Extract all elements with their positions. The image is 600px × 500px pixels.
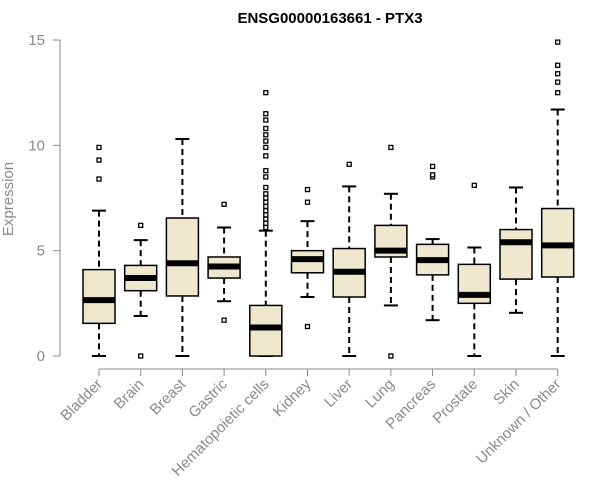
x-tick-label: Skin xyxy=(490,376,523,409)
outlier-point xyxy=(263,195,269,201)
x-tick-label: Brain xyxy=(111,376,148,413)
outlier-point xyxy=(263,174,269,180)
box-brain xyxy=(123,222,158,359)
outlier-point xyxy=(263,138,269,144)
box-hematopoietic-cells xyxy=(249,90,283,357)
outlier-point xyxy=(263,167,269,174)
boxes-group xyxy=(82,39,575,359)
y-tick-label: 0 xyxy=(37,348,45,365)
outlier-point xyxy=(555,62,561,68)
x-tick-label: Prostate xyxy=(430,376,482,428)
outlier-point xyxy=(263,132,269,138)
box-iqr xyxy=(249,304,283,357)
outlier-point xyxy=(263,224,269,231)
outlier-point xyxy=(388,144,394,151)
outlier-point xyxy=(429,172,436,178)
outlier-point xyxy=(263,117,269,123)
outlier-point xyxy=(263,203,269,210)
x-tick-label: Lung xyxy=(362,376,398,412)
outlier-point xyxy=(221,201,227,207)
outlier-point xyxy=(555,79,561,85)
outlier-point xyxy=(555,39,561,45)
box-liver xyxy=(332,161,366,357)
box-iqr xyxy=(499,228,533,280)
outlier-point xyxy=(263,216,269,222)
y-tick-label: 5 xyxy=(37,243,45,260)
box-kidney xyxy=(290,186,325,330)
outlier-point xyxy=(263,144,269,151)
chart-title: ENSG00000163661 - PTX3 xyxy=(237,10,422,27)
outlier-point xyxy=(138,353,144,359)
y-axis-label: Expression xyxy=(0,162,17,236)
outlier-point xyxy=(96,157,102,163)
outlier-point xyxy=(429,163,436,170)
outlier-point xyxy=(304,323,311,330)
x-tick-label: Bladder xyxy=(57,376,106,425)
outlier-point xyxy=(263,207,269,214)
outlier-point xyxy=(263,184,269,191)
outlier-point xyxy=(555,71,561,77)
outlier-point xyxy=(263,111,269,117)
outlier-point xyxy=(263,212,269,218)
outlier-point xyxy=(138,222,144,229)
box-prostate xyxy=(457,182,492,357)
outlier-point xyxy=(388,353,394,359)
outlier-point xyxy=(304,186,311,193)
x-tick-label: Liver xyxy=(321,376,356,411)
outlier-point xyxy=(263,153,269,159)
box-breast xyxy=(165,138,200,357)
y-axis: 0 5 10 15 xyxy=(28,32,61,365)
x-tick-label: Breast xyxy=(147,375,190,418)
box-bladder xyxy=(82,144,116,357)
outlier-point xyxy=(221,317,227,323)
outlier-point xyxy=(263,125,269,132)
outlier-point xyxy=(96,176,102,182)
box-iqr xyxy=(165,217,200,297)
outlier-point xyxy=(555,90,561,96)
outlier-point xyxy=(304,199,311,205)
outlier-point xyxy=(346,161,352,167)
outlier-point xyxy=(96,144,102,151)
x-tick-label: Kidney xyxy=(270,375,315,420)
y-tick-label: 10 xyxy=(28,137,45,154)
outlier-point xyxy=(263,90,269,96)
outlier-point xyxy=(263,191,269,197)
box-unknown-other xyxy=(540,39,575,357)
outlier-point xyxy=(471,182,477,189)
y-tick-label: 15 xyxy=(28,32,45,49)
box-gastric xyxy=(207,201,241,323)
box-lung xyxy=(374,144,408,359)
box-skin xyxy=(499,186,533,314)
box-pancreas xyxy=(415,163,450,322)
outlier-point xyxy=(263,220,269,226)
box-iqr xyxy=(82,268,116,325)
outlier-point xyxy=(263,199,269,205)
